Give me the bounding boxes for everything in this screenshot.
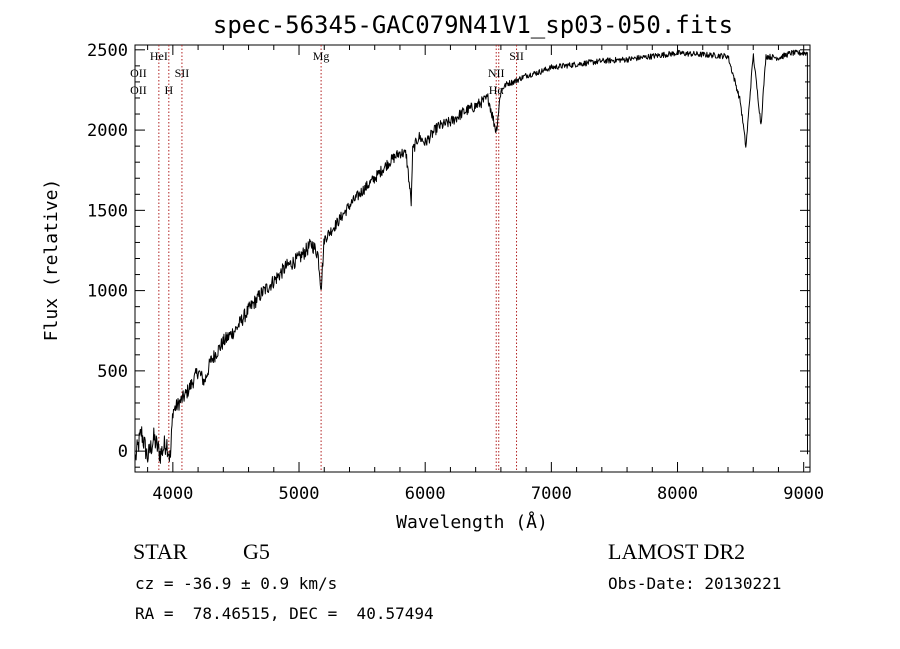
x-tick-label: 5000: [279, 484, 320, 504]
y-tick-label: 2500: [87, 41, 128, 61]
y-tick-label: 2000: [87, 121, 128, 141]
spectral-line-label: SII: [509, 49, 524, 63]
spectral-line-label: OII: [130, 66, 147, 80]
spectral-line-label: NII: [488, 66, 505, 80]
x-tick-label: 8000: [657, 484, 698, 504]
spectral-line-label: SII: [175, 66, 190, 80]
x-axis-label: Wavelength (Å): [396, 511, 548, 533]
survey-label: LAMOST DR2: [608, 539, 745, 564]
object-subclass: G5: [243, 539, 270, 564]
observation-date: Obs-Date: 20130221: [608, 574, 781, 593]
line-markers: [158, 45, 518, 472]
y-tick-label: 0: [118, 442, 128, 462]
spectral-line-label: HeI: [150, 49, 168, 63]
x-axis: 4000 5000 6000 7000 8000 9000: [147, 45, 824, 504]
object-class: STAR: [133, 539, 188, 564]
y-tick-label: 1500: [87, 201, 128, 221]
y-tick-label: 500: [97, 362, 128, 382]
spectral-line-label: OII: [130, 83, 147, 97]
coordinates: RA = 78.46515, DEC = 40.57494: [135, 604, 434, 623]
y-tick-label: 1000: [87, 282, 128, 302]
chart-title: spec-56345-GAC079N41V1_sp03-050.fits: [213, 11, 733, 39]
spectral-line-label: Mg: [313, 49, 330, 63]
x-tick-label: 6000: [405, 484, 446, 504]
x-tick-label: 9000: [783, 484, 824, 504]
x-tick-label: 7000: [531, 484, 572, 504]
spectral-line-label: H: [164, 83, 173, 97]
spectral-line-label: Hα: [489, 83, 505, 97]
y-axis: 0 500 1000 1500 2000 2500: [87, 41, 810, 468]
spectrum-series-line: [135, 49, 808, 464]
redshift-velocity: cz = -36.9 ± 0.9 km/s: [135, 574, 337, 593]
y-axis-label: Flux (relative): [41, 179, 62, 342]
x-tick-label: 4000: [152, 484, 193, 504]
